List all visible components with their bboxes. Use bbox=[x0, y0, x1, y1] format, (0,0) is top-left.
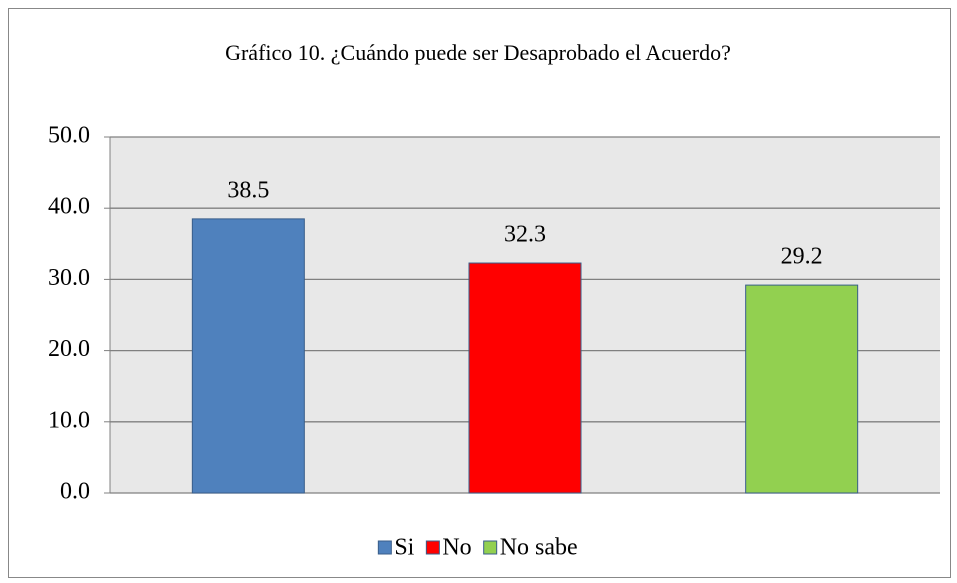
legend-label: No sabe bbox=[500, 535, 578, 561]
y-tick-label: 30.0 bbox=[48, 265, 90, 291]
data-label: 29.2 bbox=[781, 244, 823, 270]
y-tick-label: 0.0 bbox=[60, 479, 90, 505]
bar bbox=[745, 284, 859, 494]
y-tick-label: 10.0 bbox=[48, 407, 90, 433]
y-tick-label: 40.0 bbox=[48, 194, 90, 220]
legend-swatch bbox=[425, 540, 440, 555]
chart-title: Gráfico 10. ¿Cuándo puede ser Desaprobad… bbox=[225, 40, 731, 65]
legend-label: No bbox=[442, 535, 471, 561]
y-tick-label: 50.0 bbox=[48, 123, 90, 149]
legend-swatch bbox=[483, 540, 498, 555]
legend-label: Si bbox=[394, 535, 414, 561]
data-label: 32.3 bbox=[504, 222, 546, 248]
bar bbox=[468, 262, 582, 494]
y-tick-label: 20.0 bbox=[48, 336, 90, 362]
bar bbox=[191, 218, 305, 494]
data-label: 38.5 bbox=[227, 177, 269, 203]
legend-swatch bbox=[377, 540, 392, 555]
